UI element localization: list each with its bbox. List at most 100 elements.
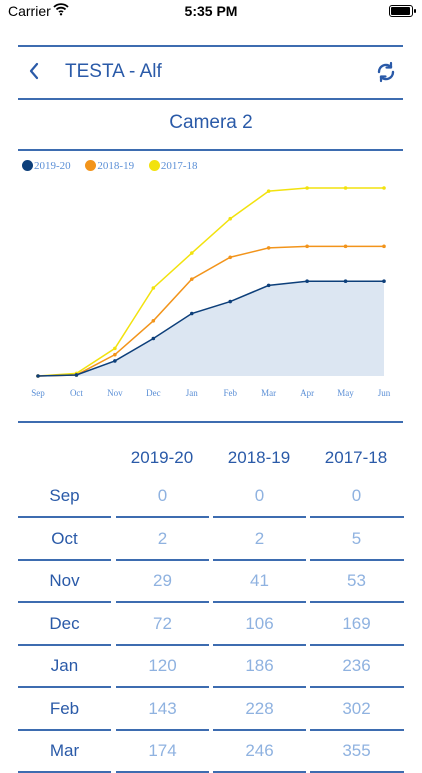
row-divider bbox=[213, 558, 306, 561]
row-divider bbox=[310, 516, 404, 518]
line-chart: Sep Oct Nov Dec Jan Feb Mar Apr May Jun bbox=[31, 186, 391, 398]
row-divider bbox=[116, 601, 209, 603]
subtitle-divider bbox=[18, 149, 403, 151]
value-cell: 228 bbox=[245, 698, 274, 718]
legend-dot bbox=[22, 160, 33, 171]
legend-item-2019-20: 2019-20 bbox=[22, 160, 71, 172]
value-cell: 120 bbox=[148, 656, 177, 675]
data-point bbox=[189, 311, 194, 316]
row-divider bbox=[18, 601, 111, 603]
data-point bbox=[305, 186, 309, 190]
table-row: Nov 29 41 53 bbox=[0, 561, 422, 603]
table-row: Sep 0 0 0 bbox=[0, 476, 422, 518]
column-header: 2019-20 bbox=[130, 448, 194, 467]
value-cell: 169 bbox=[342, 613, 371, 633]
table-row: Mar 174 246 355 bbox=[0, 731, 422, 773]
series-line bbox=[37, 187, 384, 377]
value-cell: 0 bbox=[254, 486, 265, 505]
row-divider bbox=[310, 558, 404, 561]
table-row: Dec 72 106 169 bbox=[0, 604, 422, 646]
value-cell: 174 bbox=[148, 741, 177, 760]
row-divider bbox=[18, 686, 111, 688]
value-cell: 236 bbox=[342, 656, 371, 675]
x-tick-label: Dec bbox=[146, 388, 161, 398]
row-divider bbox=[18, 558, 111, 561]
data-point bbox=[228, 255, 233, 260]
data-point bbox=[113, 352, 117, 357]
nav-top-divider bbox=[18, 45, 403, 47]
data-point bbox=[305, 244, 309, 249]
x-tick-label: May bbox=[337, 388, 354, 398]
data-point bbox=[382, 244, 386, 249]
value-cell: 2 bbox=[157, 528, 168, 548]
x-tick-label: Sep bbox=[31, 388, 45, 398]
x-tick-label: Mar bbox=[261, 388, 276, 398]
data-point bbox=[266, 283, 271, 288]
row-divider bbox=[213, 643, 306, 646]
legend-dot bbox=[85, 160, 97, 171]
x-tick-label: Feb bbox=[223, 388, 237, 398]
series-line bbox=[37, 245, 384, 377]
data-point bbox=[343, 279, 348, 284]
legend-label: 2018-19 bbox=[97, 160, 135, 172]
refresh-icon[interactable] bbox=[374, 60, 398, 84]
chevron-left-icon[interactable] bbox=[27, 61, 41, 81]
row-divider bbox=[116, 643, 209, 646]
data-point bbox=[151, 286, 156, 290]
nav-bar: TESTA - Alf bbox=[0, 46, 422, 98]
value-cell: 246 bbox=[245, 741, 274, 760]
value-cell: 5 bbox=[351, 528, 362, 548]
data-point bbox=[382, 279, 386, 284]
month-cell: Dec bbox=[49, 613, 80, 633]
column-header: 2018-19 bbox=[227, 448, 291, 467]
data-point bbox=[305, 279, 309, 284]
status-time: 5:35 PM bbox=[184, 3, 238, 19]
value-cell: 355 bbox=[342, 741, 371, 760]
legend-item-2017-18: 2017-18 bbox=[148, 160, 198, 172]
section-title: Camera 2 bbox=[169, 112, 253, 133]
series-area bbox=[38, 281, 384, 376]
chart-legend: 2019-20 2018-19 2017-18 bbox=[22, 160, 210, 176]
legend-label: 2019-20 bbox=[34, 160, 71, 172]
row-divider bbox=[213, 516, 306, 518]
data-point bbox=[151, 318, 156, 323]
nav-bottom-divider bbox=[18, 98, 403, 100]
row-divider bbox=[310, 643, 404, 646]
row-divider bbox=[310, 728, 404, 731]
month-cell: Feb bbox=[49, 698, 80, 718]
x-tick-label: Jun bbox=[378, 388, 391, 398]
table-header: 2019-20 2018-19 2017-18 bbox=[0, 448, 422, 472]
data-point bbox=[382, 186, 386, 190]
row-divider bbox=[213, 686, 306, 688]
table-row: Feb 143 228 302 bbox=[0, 689, 422, 731]
x-tick-label: Oct bbox=[70, 388, 83, 398]
data-point bbox=[74, 373, 79, 377]
value-cell: 72 bbox=[153, 613, 172, 633]
table-row: Jan 120 186 236 bbox=[0, 646, 422, 688]
column-header: 2017-18 bbox=[324, 448, 388, 467]
table-top-divider bbox=[18, 421, 403, 423]
value-cell: 186 bbox=[245, 656, 274, 675]
battery-icon bbox=[389, 5, 416, 17]
month-cell: Mar bbox=[49, 741, 80, 760]
row-divider bbox=[310, 686, 404, 688]
legend-item-2018-19: 2018-19 bbox=[85, 160, 134, 172]
x-tick-label: Apr bbox=[300, 388, 314, 398]
value-cell: 0 bbox=[351, 486, 362, 505]
row-divider bbox=[213, 601, 306, 603]
data-point bbox=[189, 251, 194, 255]
row-divider bbox=[18, 728, 111, 731]
data-point bbox=[151, 336, 156, 341]
month-cell: Oct bbox=[51, 528, 78, 548]
x-tick-label: Jan bbox=[186, 388, 198, 398]
data-point bbox=[189, 277, 194, 281]
table-row: Oct 2 2 5 bbox=[0, 519, 422, 561]
wifi-icon bbox=[53, 3, 69, 16]
page-title: TESTA - Alf bbox=[65, 61, 162, 82]
series-line bbox=[37, 280, 384, 377]
value-cell: 0 bbox=[157, 486, 168, 505]
row-divider bbox=[116, 516, 209, 518]
row-divider bbox=[18, 643, 111, 646]
value-cell: 29 bbox=[153, 571, 172, 590]
value-cell: 2 bbox=[254, 528, 265, 548]
